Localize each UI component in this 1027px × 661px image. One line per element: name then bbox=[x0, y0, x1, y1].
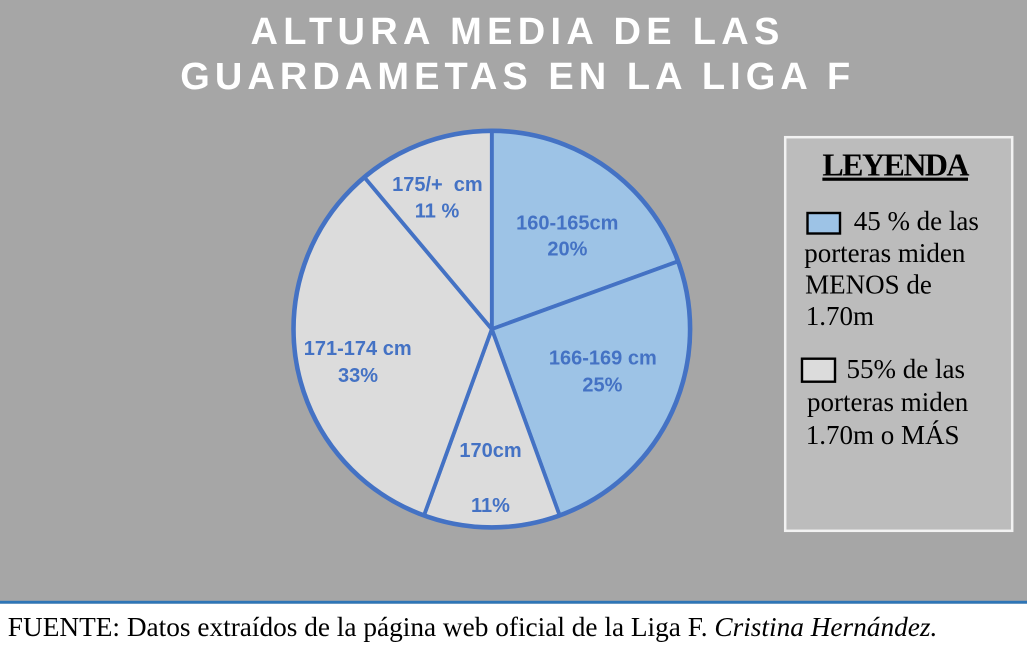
svg-text:175/+ cm: 175/+ cm bbox=[392, 174, 483, 196]
svg-text:GUARDAMETAS EN LA LIGA F: GUARDAMETAS EN LA LIGA F bbox=[180, 56, 855, 98]
svg-text:porteras miden: porteras miden bbox=[807, 387, 969, 417]
svg-text:1.70m o MÁS: 1.70m o MÁS bbox=[806, 420, 960, 450]
svg-text:20%: 20% bbox=[547, 239, 587, 261]
svg-text:1.70m: 1.70m bbox=[806, 301, 874, 331]
svg-text:25%: 25% bbox=[582, 375, 622, 397]
svg-text:33%: 33% bbox=[338, 365, 378, 387]
svg-text:55% de las: 55% de las bbox=[847, 354, 965, 384]
svg-text:MENOS de: MENOS de bbox=[805, 270, 932, 300]
svg-text:166-169 cm: 166-169 cm bbox=[549, 348, 657, 370]
svg-text:porteras miden: porteras miden bbox=[804, 238, 966, 268]
svg-text:11 %: 11 % bbox=[415, 200, 460, 222]
svg-text:ALTURA MEDIA DE LAS: ALTURA MEDIA DE LAS bbox=[251, 11, 785, 53]
svg-text:LEYENDA: LEYENDA bbox=[822, 147, 969, 183]
svg-text:171-174 cm: 171-174 cm bbox=[304, 338, 412, 360]
svg-text:160-165cm: 160-165cm bbox=[516, 212, 618, 234]
svg-text:FUENTE: Datos extraídos de la: FUENTE: Datos extraídos de la página web… bbox=[8, 612, 938, 642]
svg-text:11%: 11% bbox=[471, 495, 510, 517]
svg-text:45 % de las: 45 % de las bbox=[854, 206, 979, 236]
svg-text:170cm: 170cm bbox=[459, 440, 521, 462]
